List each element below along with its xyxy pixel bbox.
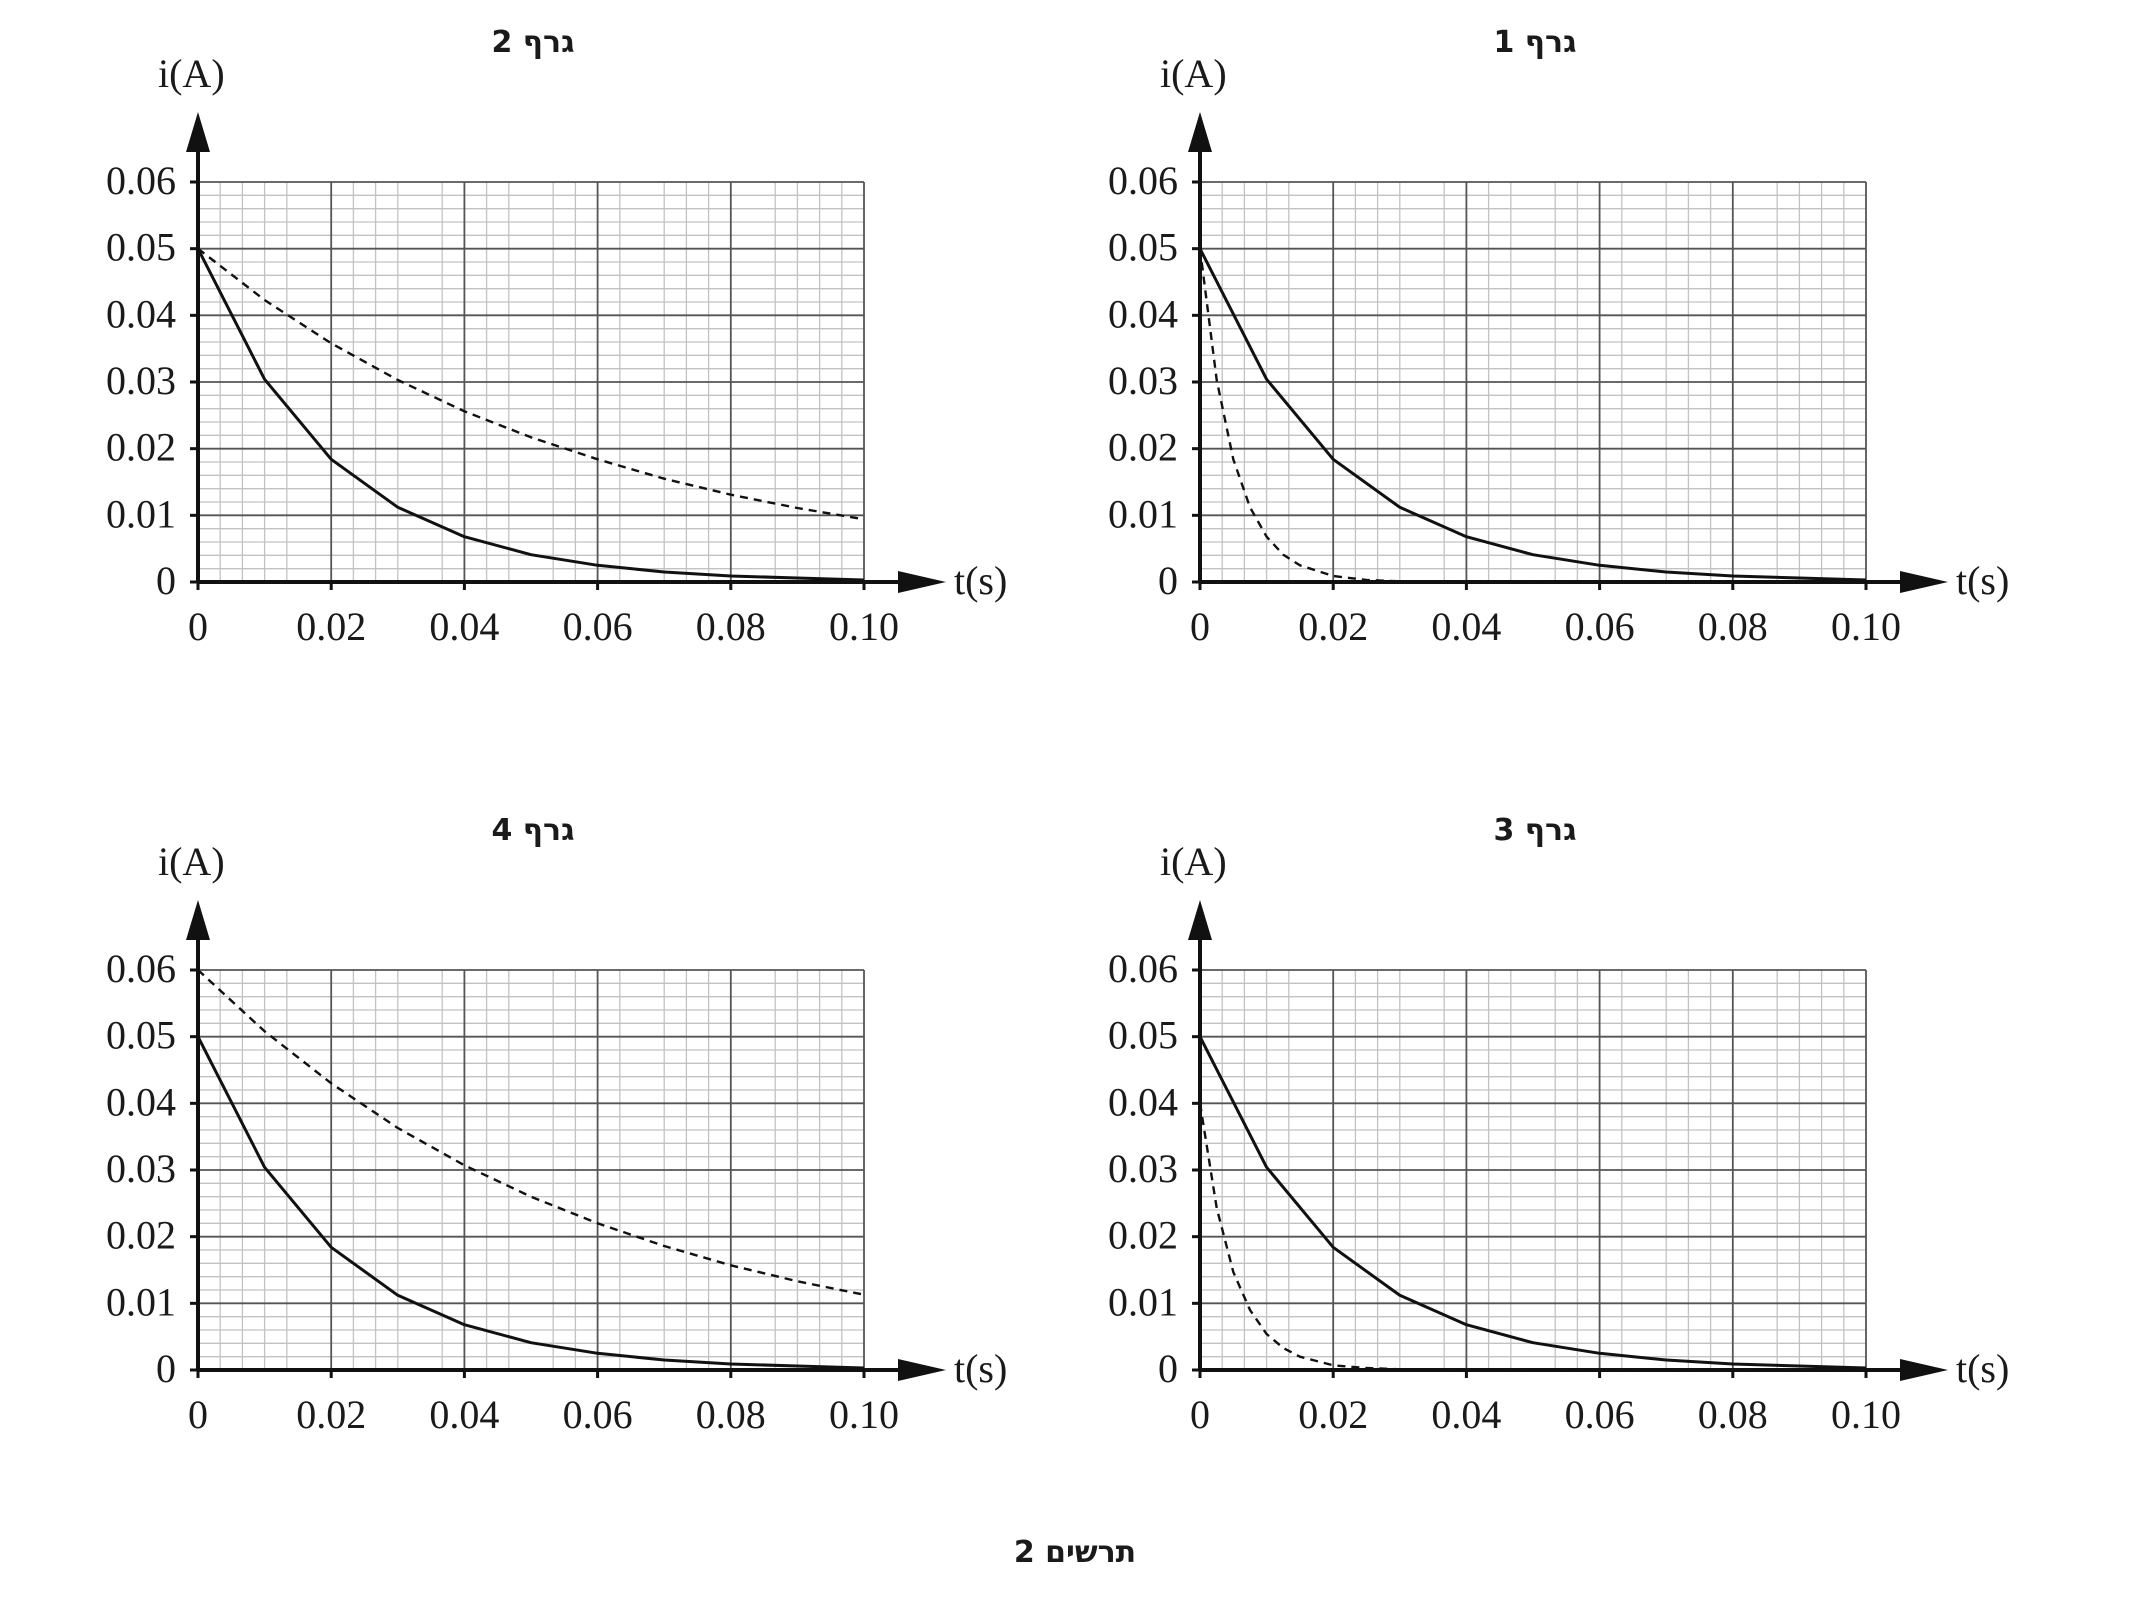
y-axis-label: i(A) [1160, 839, 1227, 884]
chart-panel-1: 0 0.01 0.02 0.03 0.04 0.05 0.06 0 0.02 0.04 0.06 0.… [1108, 25, 2009, 649]
solid-series-line [1198, 1036, 1867, 1370]
x-tick-label: 0.02 [1298, 1392, 1368, 1437]
x-tick-label: 0.06 [563, 1392, 633, 1437]
y-tick-label: 0.03 [106, 358, 176, 403]
x-axis-arrow-icon [1900, 571, 1948, 593]
chart-title: גרף 4 [491, 813, 574, 848]
y-tick-label: 0.04 [1108, 1079, 1178, 1124]
solid-series-line [196, 248, 865, 582]
x-tick-label: 0.06 [1565, 604, 1635, 649]
y-tick-label: 0.02 [106, 425, 176, 470]
chart-panel-3: 0 0.01 0.02 0.03 0.04 0.05 0.06 0 0.02 0.04 0.06 0.… [1108, 813, 2009, 1437]
x-tick-label: 0.08 [696, 1392, 766, 1437]
dashed-series-line [197, 247, 865, 521]
x-tick-label: 0 [1190, 1392, 1210, 1437]
x-tick-label: 0.06 [563, 604, 633, 649]
x-tick-label: 0.10 [1831, 1392, 1901, 1437]
y-tick-label: 0.04 [1108, 291, 1178, 336]
chart-title: גרף 1 [1493, 25, 1576, 60]
chart-panel-2: 0 0.01 0.02 0.03 0.04 0.05 0.06 0 0.02 0.04 0.06 0.… [106, 25, 1007, 649]
x-axis-label: t(s) [954, 558, 1007, 603]
x-axis-label: t(s) [954, 1346, 1007, 1391]
x-tick-label: 0.08 [1698, 1392, 1768, 1437]
y-tick-label: 0.03 [106, 1146, 176, 1191]
y-axis-arrow-icon [1188, 900, 1212, 940]
x-axis-arrow-icon [898, 571, 946, 593]
y-tick-label: 0.04 [106, 291, 176, 336]
y-tick-label: 0.06 [106, 158, 176, 203]
x-tick-label: 0 [188, 604, 208, 649]
y-tick-label: 0 [156, 1346, 176, 1391]
y-tick-label: 0.05 [106, 225, 176, 270]
y-tick-label: 0.01 [1108, 1279, 1178, 1324]
x-tick-label: 0.04 [429, 604, 499, 649]
x-tick-label: 0 [1190, 604, 1210, 649]
dashed-series-line [197, 969, 865, 1296]
x-tick-label: 0.04 [429, 1392, 499, 1437]
x-tick-label: 0.02 [296, 604, 366, 649]
y-tick-label: 0.03 [1108, 1146, 1178, 1191]
x-tick-label: 0.06 [1565, 1392, 1635, 1437]
chart-title: גרף 3 [1493, 813, 1576, 848]
x-axis-arrow-icon [898, 1359, 946, 1381]
x-tick-label: 0.04 [1431, 604, 1501, 649]
x-axis-label: t(s) [1956, 558, 2009, 603]
y-tick-label: 0.02 [1108, 425, 1178, 470]
x-tick-label: 0 [188, 1392, 208, 1437]
y-tick-label: 0 [1158, 1346, 1178, 1391]
chart-panel-4: 0 0.01 0.02 0.03 0.04 0.05 0.06 0 0.02 0.04 0.06 0.… [106, 813, 1007, 1437]
dashed-series-line [1198, 248, 1866, 584]
dashed-series-line [1198, 1103, 1866, 1372]
x-tick-label: 0.08 [696, 604, 766, 649]
y-tick-label: 0.05 [1108, 1013, 1178, 1058]
y-tick-label: 0 [1158, 558, 1178, 603]
x-tick-label: 0.08 [1698, 604, 1768, 649]
y-tick-label: 0.01 [106, 491, 176, 536]
x-tick-label: 0.10 [829, 604, 899, 649]
solid-series-line [196, 1036, 865, 1370]
y-tick-label: 0.02 [106, 1213, 176, 1258]
x-tick-label: 0.02 [296, 1392, 366, 1437]
x-tick-label: 0.02 [1298, 604, 1368, 649]
y-tick-label: 0 [156, 558, 176, 603]
y-tick-label: 0.01 [106, 1279, 176, 1324]
x-axis-label: t(s) [1956, 1346, 2009, 1391]
y-tick-label: 0.04 [106, 1079, 176, 1124]
y-axis-label: i(A) [158, 839, 225, 884]
y-tick-label: 0.06 [1108, 946, 1178, 991]
y-tick-label: 0.02 [1108, 1213, 1178, 1258]
y-axis-arrow-icon [1188, 112, 1212, 152]
y-tick-label: 0.05 [1108, 225, 1178, 270]
y-tick-label: 0.05 [106, 1013, 176, 1058]
y-axis-label: i(A) [1160, 51, 1227, 96]
y-tick-label: 0.06 [1108, 158, 1178, 203]
y-tick-label: 0.06 [106, 946, 176, 991]
y-axis-arrow-icon [186, 900, 210, 940]
y-tick-label: 0.01 [1108, 491, 1178, 536]
solid-series-line [1198, 248, 1867, 582]
y-axis-label: i(A) [158, 51, 225, 96]
x-tick-label: 0.10 [829, 1392, 899, 1437]
y-axis-arrow-icon [186, 112, 210, 152]
x-axis-arrow-icon [1900, 1359, 1948, 1381]
y-tick-label: 0.03 [1108, 358, 1178, 403]
chart-title: גרף 2 [491, 25, 574, 60]
x-tick-label: 0.04 [1431, 1392, 1501, 1437]
x-tick-label: 0.10 [1831, 604, 1901, 649]
figure-caption: תרשים 2 [1013, 1535, 1137, 1570]
